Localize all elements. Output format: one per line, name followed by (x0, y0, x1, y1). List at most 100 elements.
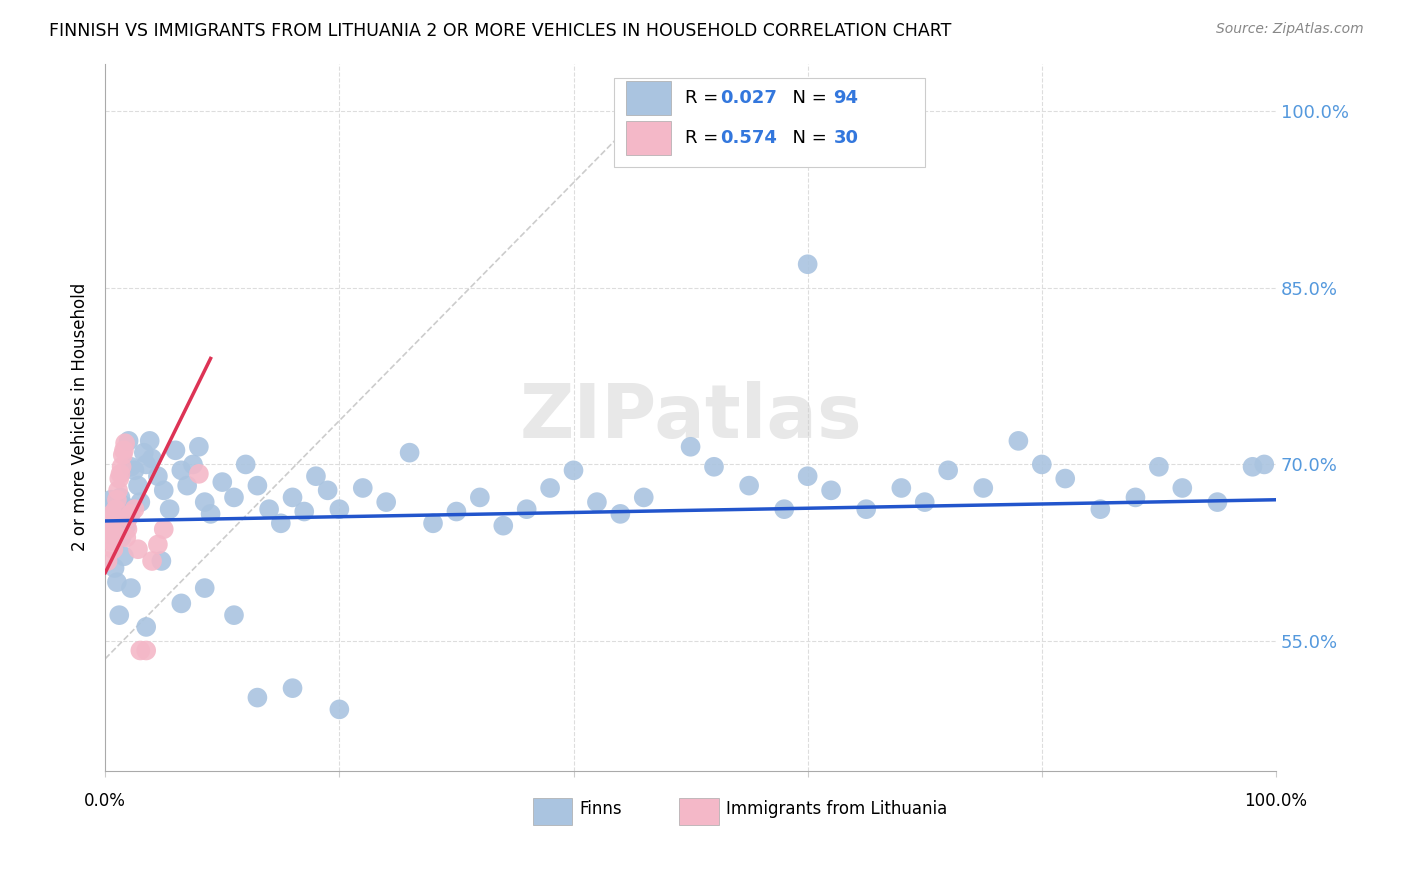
Point (138, 434, 160, 448)
Text: N =: N = (780, 129, 832, 147)
Point (104, 495, 127, 509)
Point (103, 542, 125, 557)
Point (146, 537, 169, 551)
Point (352, 481, 374, 495)
Point (492, 518, 515, 533)
Text: R =: R = (685, 129, 724, 147)
Point (159, 502, 181, 516)
Point (129, 495, 152, 509)
Text: Source: ZipAtlas.com: Source: ZipAtlas.com (1216, 22, 1364, 37)
Text: Finns: Finns (579, 800, 621, 819)
Point (103, 525, 125, 540)
Point (316, 483, 339, 498)
Point (1031, 458, 1053, 472)
Point (200, 507, 222, 521)
Point (738, 478, 761, 492)
Point (100, 533, 122, 548)
Point (281, 681, 304, 695)
Point (796, 257, 818, 271)
Point (135, 620, 157, 634)
Point (98, 514, 121, 528)
Point (270, 516, 292, 531)
Point (194, 495, 217, 509)
Point (538, 481, 561, 495)
Point (115, 531, 138, 545)
Point (110, 531, 132, 545)
Point (773, 502, 796, 516)
Point (104, 502, 127, 516)
Point (120, 459, 142, 474)
Point (98, 518, 121, 533)
Point (1147, 459, 1170, 474)
Y-axis label: 2 or more Vehicles in Household: 2 or more Vehicles in Household (72, 283, 89, 551)
Point (972, 481, 994, 495)
Point (135, 643, 157, 657)
Point (152, 522, 174, 536)
Point (328, 702, 350, 716)
Point (103, 561, 125, 575)
Point (165, 443, 187, 458)
Point (124, 502, 146, 516)
Point (375, 495, 398, 509)
Point (111, 510, 134, 524)
Point (633, 491, 655, 505)
Point (516, 502, 538, 516)
Point (170, 463, 193, 477)
Point (103, 510, 125, 524)
Point (914, 495, 936, 509)
Point (855, 502, 877, 516)
Point (1007, 434, 1029, 448)
Point (105, 575, 128, 590)
Point (132, 445, 155, 459)
FancyBboxPatch shape (614, 78, 925, 167)
Point (222, 491, 245, 505)
Point (100, 522, 122, 536)
Point (97, 531, 120, 545)
Point (562, 463, 585, 477)
Point (398, 445, 420, 459)
FancyBboxPatch shape (533, 798, 572, 825)
Point (108, 518, 131, 533)
Point (112, 499, 135, 513)
Text: 30: 30 (834, 129, 859, 147)
Point (110, 491, 132, 505)
Point (609, 507, 631, 521)
Point (124, 463, 146, 477)
Point (108, 608, 131, 623)
Point (129, 643, 152, 657)
Point (110, 459, 132, 474)
Point (103, 522, 125, 536)
Point (117, 434, 139, 448)
Point (135, 458, 157, 472)
Point (112, 443, 135, 458)
Point (103, 507, 125, 521)
Point (127, 478, 149, 492)
Point (1054, 472, 1077, 486)
Point (246, 478, 269, 492)
Point (152, 483, 174, 498)
Text: ZIPatlas: ZIPatlas (519, 381, 862, 454)
Text: FINNISH VS IMMIGRANTS FROM LITHUANIA 2 OR MORE VEHICLES IN HOUSEHOLD CORRELATION: FINNISH VS IMMIGRANTS FROM LITHUANIA 2 O… (49, 22, 952, 40)
Point (194, 581, 217, 595)
Point (101, 528, 124, 542)
Point (468, 491, 491, 505)
Point (170, 596, 193, 610)
Point (222, 608, 245, 623)
Point (120, 507, 142, 521)
Point (187, 440, 209, 454)
Point (96, 554, 118, 568)
Point (1171, 481, 1194, 495)
Point (127, 542, 149, 557)
Text: 100.0%: 100.0% (1244, 792, 1308, 810)
Point (235, 458, 257, 472)
Text: 0.574: 0.574 (720, 129, 776, 147)
Point (211, 475, 233, 489)
Point (141, 554, 163, 568)
Point (105, 514, 128, 528)
Point (112, 549, 135, 564)
Point (181, 458, 204, 472)
Point (1253, 458, 1275, 472)
Point (101, 507, 124, 521)
Point (107, 504, 129, 518)
Point (1090, 502, 1112, 516)
